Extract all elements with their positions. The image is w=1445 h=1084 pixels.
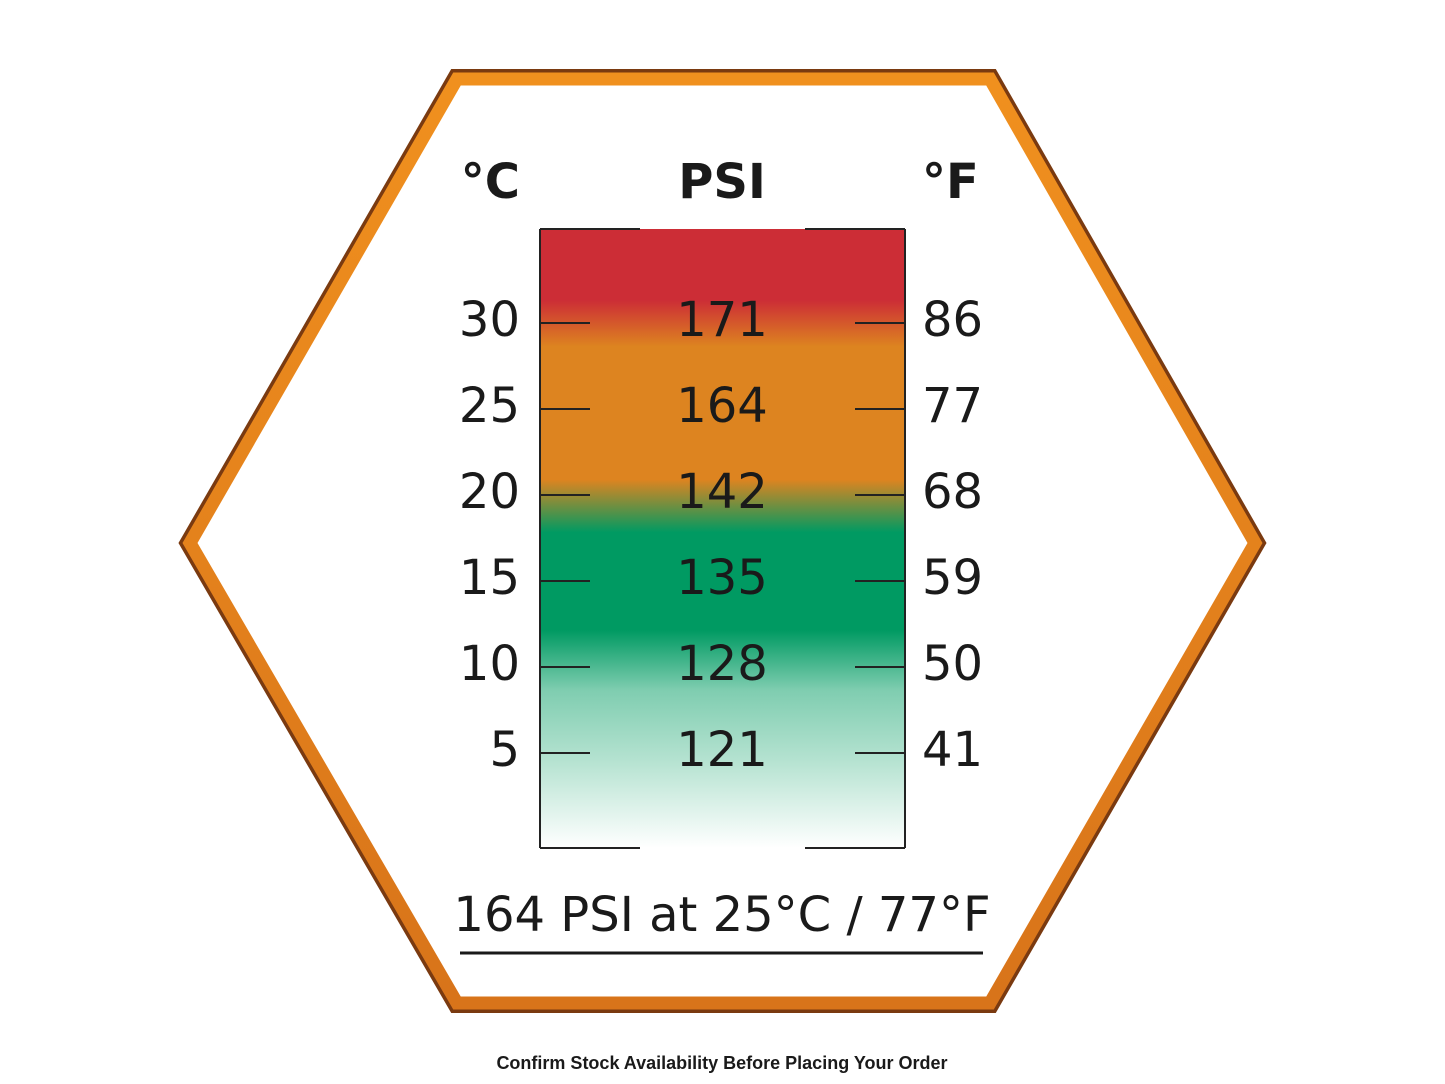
celsius-value: 5 [489, 722, 520, 778]
celsius-value: 10 [459, 636, 520, 692]
fahrenheit-value: 50 [922, 636, 983, 692]
fahrenheit-value: 68 [922, 464, 983, 520]
fahrenheit-value: 86 [922, 292, 983, 348]
psi-value: 121 [676, 722, 768, 778]
celsius-value: 25 [459, 378, 520, 434]
celsius-value: 20 [459, 464, 520, 520]
celsius-header: °C [461, 154, 520, 210]
fahrenheit-header: °F [922, 154, 979, 210]
fahrenheit-value: 59 [922, 550, 983, 606]
psi-value: 135 [676, 550, 768, 606]
frame [539, 228, 906, 849]
summary: 164 PSI at 25°C / 77°F [453, 887, 990, 943]
fahrenheit-value: 77 [922, 378, 983, 434]
psi-value: 142 [676, 464, 768, 520]
celsius-value: 15 [459, 550, 520, 606]
psi-header: PSI [678, 154, 766, 210]
gradient-bar [540, 229, 905, 848]
fahrenheit-value: 41 [922, 722, 983, 778]
psi-value: 164 [676, 378, 768, 434]
celsius-value: 30 [459, 292, 520, 348]
footer: Confirm Stock Availability Before Placin… [496, 1053, 947, 1073]
rows: 30 171 86 25 164 77 20 142 68 15 135 59 10 128 50 5 121 4… [459, 292, 983, 778]
psi-value: 171 [676, 292, 768, 348]
psi-value: 128 [676, 636, 768, 692]
